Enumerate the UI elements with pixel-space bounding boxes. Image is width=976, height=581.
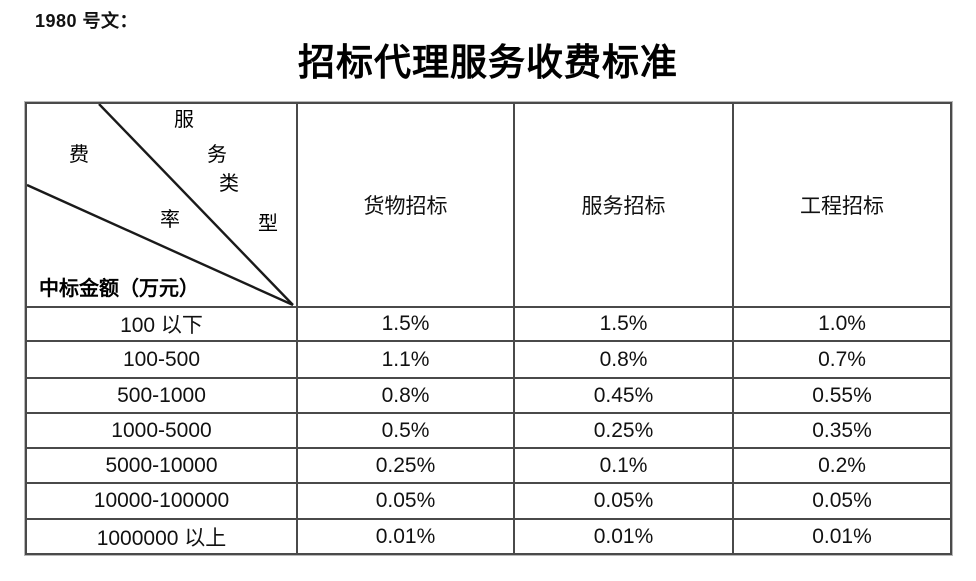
corner-char-xing: 型 <box>258 213 278 235</box>
table-corner-cell: 费 率 服 务 类 型 中标金额（万元） <box>25 102 298 308</box>
value-cell: 0.8% <box>513 340 734 379</box>
doc-number-label: 1980 号文： <box>35 11 139 31</box>
value-cell: 1.5% <box>296 306 515 342</box>
row-label: 1000-5000 <box>25 412 298 449</box>
value-cell: 0.7% <box>732 340 952 379</box>
value-cell: 0.55% <box>732 377 952 414</box>
value-cell: 0.05% <box>296 482 515 520</box>
column-header-service: 服务招标 <box>513 102 734 308</box>
fee-standard-table: 费 率 服 务 类 型 中标金额（万元） 货物招标 服务招标 工程招标 100 … <box>24 101 953 556</box>
row-label: 100 以下 <box>25 306 298 342</box>
value-cell: 0.01% <box>296 518 515 555</box>
table-row: 100-500 1.1% 0.8% 0.7% <box>25 340 952 379</box>
value-cell: 0.01% <box>732 518 952 555</box>
value-cell: 1.0% <box>732 306 952 342</box>
table-header-row: 费 率 服 务 类 型 中标金额（万元） 货物招标 服务招标 工程招标 <box>25 102 952 308</box>
value-cell: 0.8% <box>296 377 515 414</box>
corner-char-fee: 费 <box>69 144 89 166</box>
page-title: 招标代理服务收费标准 <box>298 43 678 84</box>
value-cell: 0.05% <box>513 482 734 520</box>
table-row: 100 以下 1.5% 1.5% 1.0% <box>25 306 952 342</box>
corner-char-wu: 务 <box>207 144 227 166</box>
value-cell: 0.5% <box>296 412 515 449</box>
corner-char-rate: 率 <box>160 209 180 231</box>
table-row: 1000-5000 0.5% 0.25% 0.35% <box>25 412 952 449</box>
value-cell: 1.1% <box>296 340 515 379</box>
corner-amount-label: 中标金额（万元） <box>39 278 199 300</box>
value-cell: 0.05% <box>732 482 952 520</box>
row-label: 500-1000 <box>25 377 298 414</box>
value-cell: 0.01% <box>513 518 734 555</box>
diagonal-lines <box>27 104 294 306</box>
table-row: 10000-100000 0.05% 0.05% 0.05% <box>25 482 952 520</box>
row-label: 100-500 <box>25 340 298 379</box>
value-cell: 0.1% <box>513 447 734 484</box>
value-cell: 1.5% <box>513 306 734 342</box>
value-cell: 0.25% <box>296 447 515 484</box>
column-header-engineering: 工程招标 <box>732 102 952 308</box>
row-label: 1000000 以上 <box>25 518 298 555</box>
table-row: 500-1000 0.8% 0.45% 0.55% <box>25 377 952 414</box>
row-label: 5000-10000 <box>25 447 298 484</box>
row-label: 10000-100000 <box>25 482 298 520</box>
value-cell: 0.2% <box>732 447 952 484</box>
corner-char-fu: 服 <box>174 109 194 131</box>
column-header-goods: 货物招标 <box>296 102 515 308</box>
corner-diagonal-area: 费 率 服 务 类 型 中标金额（万元） <box>27 104 296 306</box>
table-row: 1000000 以上 0.01% 0.01% 0.01% <box>25 518 952 555</box>
value-cell: 0.45% <box>513 377 734 414</box>
value-cell: 0.35% <box>732 412 952 449</box>
table-row: 5000-10000 0.25% 0.1% 0.2% <box>25 447 952 484</box>
corner-char-lei: 类 <box>219 173 239 195</box>
value-cell: 0.25% <box>513 412 734 449</box>
